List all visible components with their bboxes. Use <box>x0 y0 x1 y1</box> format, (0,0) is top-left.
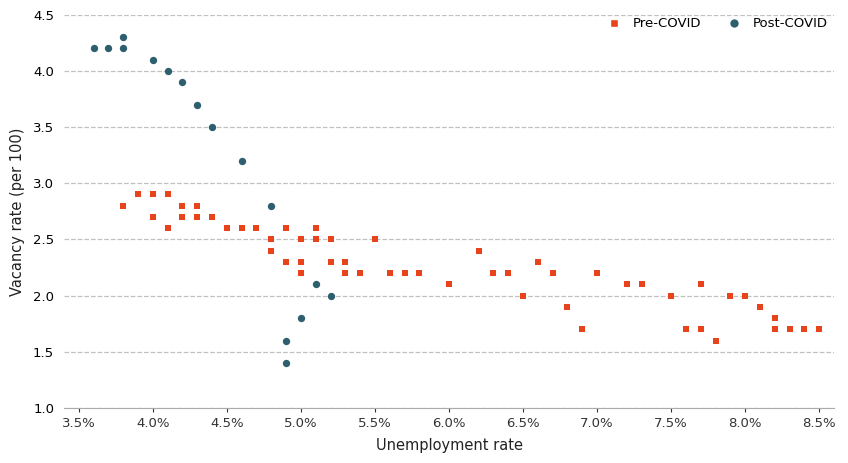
Post-COVID <box>146 56 159 63</box>
Pre-COVID <box>694 281 707 288</box>
Pre-COVID <box>368 236 382 243</box>
Post-COVID <box>176 78 189 86</box>
Pre-COVID <box>338 269 352 277</box>
Pre-COVID <box>753 303 767 311</box>
Post-COVID <box>116 33 130 41</box>
Pre-COVID <box>220 225 233 232</box>
Pre-COVID <box>531 258 544 266</box>
Pre-COVID <box>679 325 693 333</box>
Pre-COVID <box>383 269 397 277</box>
X-axis label: Unemployment rate: Unemployment rate <box>376 438 522 453</box>
Pre-COVID <box>146 191 159 198</box>
Pre-COVID <box>783 325 796 333</box>
Pre-COVID <box>146 213 159 221</box>
Pre-COVID <box>324 236 338 243</box>
Pre-COVID <box>768 314 782 322</box>
Pre-COVID <box>205 213 219 221</box>
Y-axis label: Vacancy rate (per 100): Vacancy rate (per 100) <box>9 127 25 295</box>
Pre-COVID <box>516 292 530 299</box>
Post-COVID <box>265 202 278 209</box>
Post-COVID <box>309 281 322 288</box>
Pre-COVID <box>501 269 515 277</box>
Pre-COVID <box>161 225 175 232</box>
Post-COVID <box>205 123 219 131</box>
Pre-COVID <box>812 325 826 333</box>
Pre-COVID <box>161 191 175 198</box>
Post-COVID <box>161 67 175 75</box>
Pre-COVID <box>561 303 574 311</box>
Post-COVID <box>235 157 248 164</box>
Pre-COVID <box>812 325 826 333</box>
Pre-COVID <box>739 292 752 299</box>
Pre-COVID <box>191 202 204 209</box>
Pre-COVID <box>309 225 322 232</box>
Pre-COVID <box>294 269 308 277</box>
Pre-COVID <box>590 269 604 277</box>
Pre-COVID <box>798 325 812 333</box>
Post-COVID <box>279 337 293 344</box>
Pre-COVID <box>235 225 248 232</box>
Pre-COVID <box>546 269 560 277</box>
Post-COVID <box>116 45 130 52</box>
Pre-COVID <box>176 213 189 221</box>
Pre-COVID <box>265 247 278 254</box>
Pre-COVID <box>413 269 427 277</box>
Post-COVID <box>191 101 204 108</box>
Post-COVID <box>324 292 338 299</box>
Pre-COVID <box>191 213 204 221</box>
Pre-COVID <box>220 225 233 232</box>
Pre-COVID <box>309 236 322 243</box>
Pre-COVID <box>723 292 737 299</box>
Post-COVID <box>102 45 115 52</box>
Pre-COVID <box>783 325 796 333</box>
Pre-COVID <box>694 325 707 333</box>
Pre-COVID <box>116 202 130 209</box>
Pre-COVID <box>354 269 367 277</box>
Pre-COVID <box>635 281 649 288</box>
Post-COVID <box>294 314 308 322</box>
Pre-COVID <box>398 269 411 277</box>
Pre-COVID <box>620 281 633 288</box>
Pre-COVID <box>664 292 678 299</box>
Pre-COVID <box>265 236 278 243</box>
Pre-COVID <box>279 225 293 232</box>
Pre-COVID <box>131 191 145 198</box>
Post-COVID <box>279 359 293 367</box>
Pre-COVID <box>176 202 189 209</box>
Pre-COVID <box>249 225 263 232</box>
Pre-COVID <box>294 236 308 243</box>
Pre-COVID <box>279 258 293 266</box>
Pre-COVID <box>709 337 722 344</box>
Pre-COVID <box>324 258 338 266</box>
Pre-COVID <box>576 325 589 333</box>
Post-COVID <box>86 45 100 52</box>
Pre-COVID <box>471 247 485 254</box>
Pre-COVID <box>768 325 782 333</box>
Pre-COVID <box>798 325 812 333</box>
Pre-COVID <box>294 258 308 266</box>
Pre-COVID <box>249 225 263 232</box>
Pre-COVID <box>338 258 352 266</box>
Pre-COVID <box>442 281 455 288</box>
Pre-COVID <box>487 269 500 277</box>
Legend: Pre-COVID, Post-COVID: Pre-COVID, Post-COVID <box>601 18 828 31</box>
